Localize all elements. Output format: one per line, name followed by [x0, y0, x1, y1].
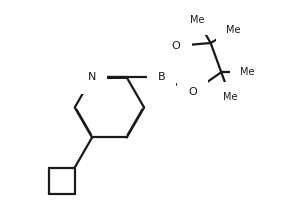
Text: N: N [88, 72, 96, 82]
Text: Me: Me [240, 67, 255, 77]
Text: Me: Me [226, 25, 240, 35]
Text: Me: Me [223, 92, 237, 102]
Text: O: O [189, 87, 197, 97]
Text: Me: Me [190, 15, 205, 25]
Text: B: B [157, 72, 165, 82]
Text: O: O [172, 41, 181, 51]
